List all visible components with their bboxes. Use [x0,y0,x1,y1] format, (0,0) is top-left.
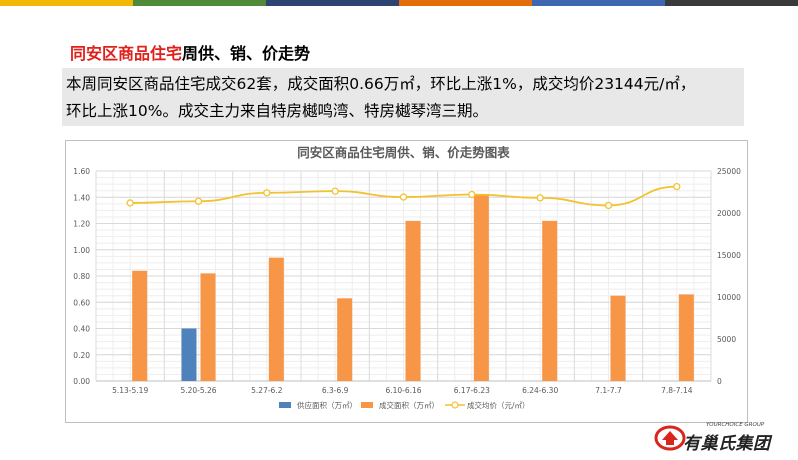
chart-svg: 同安区商品住宅周供、销、价走势图表 0.00 0.20 0.40 0.60 0.80 1.0… [73,145,741,410]
deal-bar [473,194,489,381]
x-tick-label: 6.17-6.23 [454,386,490,395]
summary-box: 本周同安区商品住宅成交62套，成交面积0.66万㎡，环比上涨1%，成交均价231… [62,68,744,126]
page-title: 同安区商品住宅周供、销、价走势 [70,40,310,64]
price-point [399,193,408,201]
price-point [673,182,681,191]
y-left-tick-label: 0.40 [73,325,90,334]
x-tick-label: 5.27-6.2 [251,386,283,395]
y-left-tick-label: 1.40 [73,193,90,202]
y-right-tick-label: 20000 [717,209,741,218]
y-right-tick-label: 15000 [717,251,741,260]
summary-line-1: 本周同安区商品住宅成交62套，成交面积0.66万㎡，环比上涨1%，成交均价231… [66,75,696,93]
y-left-tick-label: 0.60 [73,298,90,307]
supply-bar [181,328,197,381]
y-right-tick-label: 5000 [717,335,736,344]
legend-label: 成交均价（元/㎡） [467,400,530,410]
summary-line-2: 环比上涨10%。成交主力来自特房樾鸣湾、特房樾琴湾三期。 [66,102,488,120]
chart-frame: 同安区商品住宅周供、销、价走势图表 0.00 0.20 0.40 0.60 0.80 1.0… [65,140,748,423]
deal-bar [200,273,216,381]
y-left-tick-label: 0.80 [73,272,90,281]
price-point [536,194,544,202]
deal-bar [337,298,353,381]
top-bar-segment [0,0,133,6]
x-tick-label: 6.24-6.30 [522,386,558,395]
logo-subtitle: YOURCHOICE GROUP [706,422,765,428]
deal-bar [405,220,421,381]
logo-emblem-icon [654,425,686,451]
page-title-highlight: 同安区商品住宅 [70,44,183,63]
top-color-bar [0,0,798,6]
x-tick-label: 5.13-5.19 [112,386,148,395]
x-tick-label: 7.1-7.7 [595,386,622,395]
brand-logo [652,418,792,458]
x-tick-label: 6.3-6.9 [322,386,349,395]
x-tick-label: 7.8-7.14 [661,386,693,395]
chart-title: 同安区商品住宅周供、销、价走势图表 [297,145,510,160]
top-bar-segment [266,0,399,6]
top-bar-segment [665,0,798,6]
legend-marker [451,401,459,409]
deal-bar [678,294,694,381]
y-left-tick-label: 1.00 [73,246,90,255]
price-point [263,189,271,197]
legend-swatch [361,402,373,408]
legend-label: 供应面积（万㎡） [297,400,357,410]
price-point [604,201,613,210]
price-point [468,190,476,199]
logo-name: 有巢氏集团 [683,434,771,454]
legend-label: 成交面积（万㎡） [379,400,439,410]
deal-bar [542,220,558,381]
legend-swatch [279,402,291,408]
y-right-tick-label: 10000 [717,293,741,302]
price-point [126,199,134,207]
deal-bar [268,257,284,381]
y-left-tick-label: 0.00 [73,377,90,386]
price-point [194,197,203,205]
top-bar-segment [399,0,532,6]
y-left-tick-label: 1.60 [73,167,90,176]
y-right-tick-label: 0 [717,377,722,386]
x-tick-label: 6.10-6.16 [385,386,421,395]
page-title-rest: 周供、销、价走势 [182,44,311,63]
y-left-tick-label: 0.20 [73,351,90,360]
top-bar-segment [532,0,665,6]
x-tick-label: 5.20-5.26 [180,386,216,395]
deal-bar [132,270,148,381]
deal-bar [610,295,626,381]
y-right-tick-label: 25000 [717,167,741,176]
top-bar-segment [133,0,266,6]
y-left-tick-label: 1.20 [73,220,90,229]
price-point [331,187,339,195]
